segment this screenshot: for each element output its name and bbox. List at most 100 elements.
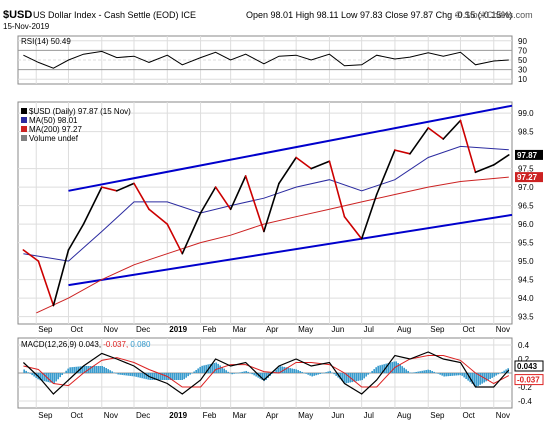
macd-histogram-bar [137, 373, 139, 378]
macd-histogram-bar [223, 368, 225, 373]
price-segment [474, 164, 495, 174]
macd-histogram-bar [155, 373, 157, 380]
macd-histogram-bar [295, 369, 297, 373]
macd-histogram-bar [465, 373, 467, 379]
legend-entry: $USD (Daily) 97.87 (15 Nov) [29, 107, 131, 116]
price-segment [310, 160, 331, 170]
macd-value-badge [514, 360, 544, 372]
macd-histogram-bar [261, 373, 263, 380]
macd-histogram-bar [73, 366, 75, 373]
price-segment [22, 249, 40, 262]
macd-histogram-bar [107, 369, 109, 373]
price-segment [229, 175, 247, 211]
macd-histogram-bar [427, 369, 429, 373]
price-segment [199, 186, 217, 214]
macd-histogram-bar [175, 373, 177, 380]
x-axis-label-upper: May [298, 325, 313, 334]
macd-histogram-bar [77, 366, 79, 373]
price-segment [442, 119, 462, 140]
legend-swatch [21, 108, 27, 114]
macd-histogram-bar [53, 373, 55, 384]
macd-histogram-bar [491, 373, 493, 378]
macd-histogram-bar [23, 369, 25, 373]
macd-histogram-bar [151, 373, 153, 380]
macd-histogram-bar [463, 373, 465, 378]
macd-histogram-bar [25, 370, 27, 373]
macd-histogram-bar [219, 365, 221, 373]
macd-histogram-bar [199, 366, 201, 373]
macd-histogram-bar [317, 373, 319, 375]
rsi-tick-label: 10 [518, 75, 527, 84]
x-axis-label-lower: Sep [38, 411, 53, 420]
macd-histogram-bar [81, 366, 83, 373]
price-segment [409, 127, 430, 155]
macd-histogram-bar [281, 366, 283, 373]
macd-histogram-bar [27, 372, 29, 373]
price-segment [328, 160, 346, 218]
macd-histogram-bar [375, 367, 377, 373]
price-segment [459, 119, 477, 174]
macd-histogram-bar [85, 366, 87, 373]
macd-histogram-bar [243, 371, 245, 373]
macd-histogram-bar [339, 373, 341, 380]
high-value: 98.11 [316, 10, 339, 20]
macd-histogram-bar [413, 372, 415, 373]
macd-histogram-bar [233, 373, 235, 374]
x-axis-label-upper: Feb [203, 325, 217, 334]
x-axis-label-upper: Mar [233, 325, 247, 334]
macd-signal-line [23, 355, 510, 388]
macd-histogram-bar [99, 366, 101, 373]
macd-histogram-bar [321, 373, 323, 374]
upper-channel-line [68, 104, 513, 192]
macd-histogram-bar [125, 373, 127, 376]
macd-histogram-bar [135, 373, 137, 377]
macd-histogram-bar [497, 373, 499, 375]
legend-swatch [21, 126, 27, 132]
macd-histogram-bar [33, 373, 35, 377]
price-segment [67, 223, 85, 251]
rsi-line [23, 50, 509, 69]
macd-histogram-bar [241, 371, 243, 373]
x-axis-label-lower: May [298, 411, 313, 420]
price-tick-label: 93.5 [518, 313, 534, 322]
macd-histogram-bar [389, 362, 391, 373]
macd-histogram-bar [357, 373, 359, 381]
price-tick-label: 95.5 [518, 239, 534, 248]
macd-histogram-bar [159, 373, 161, 380]
macd-histogram-bar [229, 373, 231, 374]
macd-histogram-bar [191, 373, 193, 374]
macd-histogram-bar [373, 369, 375, 373]
macd-histogram-bar [213, 363, 215, 373]
macd-histogram-bar [97, 366, 99, 373]
x-axis-label-upper: Apr [266, 325, 279, 334]
macd-histogram-bar [303, 372, 305, 374]
macd-histogram-bar [461, 373, 463, 376]
low-value: 97.83 [360, 10, 383, 20]
macd-histogram-bar [179, 373, 181, 380]
macd-histogram-bar [459, 373, 461, 376]
macd-histogram-bar [447, 373, 449, 377]
macd-histogram-bar [245, 370, 247, 373]
macd-histogram-bar [237, 372, 239, 374]
macd-histogram-bar [479, 373, 481, 385]
x-axis-label-lower: Feb [203, 411, 217, 420]
price-segment [343, 215, 363, 240]
macd-histogram-bar [407, 370, 409, 373]
x-axis-label-upper: Oct [462, 325, 475, 334]
x-axis-label-lower: Mar [233, 411, 247, 420]
legend-entry: Volume undef [29, 134, 79, 143]
macd-histogram-bar [101, 366, 103, 373]
price-value-badge-label: 97.87 [517, 151, 538, 160]
macd-histogram-bar [335, 373, 337, 376]
x-axis-label-upper: 2019 [169, 325, 187, 334]
macd-label-part: 0.043, [79, 340, 103, 349]
macd-histogram-bar [111, 371, 113, 373]
macd-histogram-bar [285, 367, 287, 373]
macd-histogram-bar [43, 373, 45, 382]
price-segment [360, 193, 378, 240]
macd-histogram-bar [157, 373, 159, 380]
macd-histogram-bar [61, 373, 63, 376]
macd-histogram-bar [403, 367, 405, 373]
macd-histogram-bar [409, 372, 411, 374]
